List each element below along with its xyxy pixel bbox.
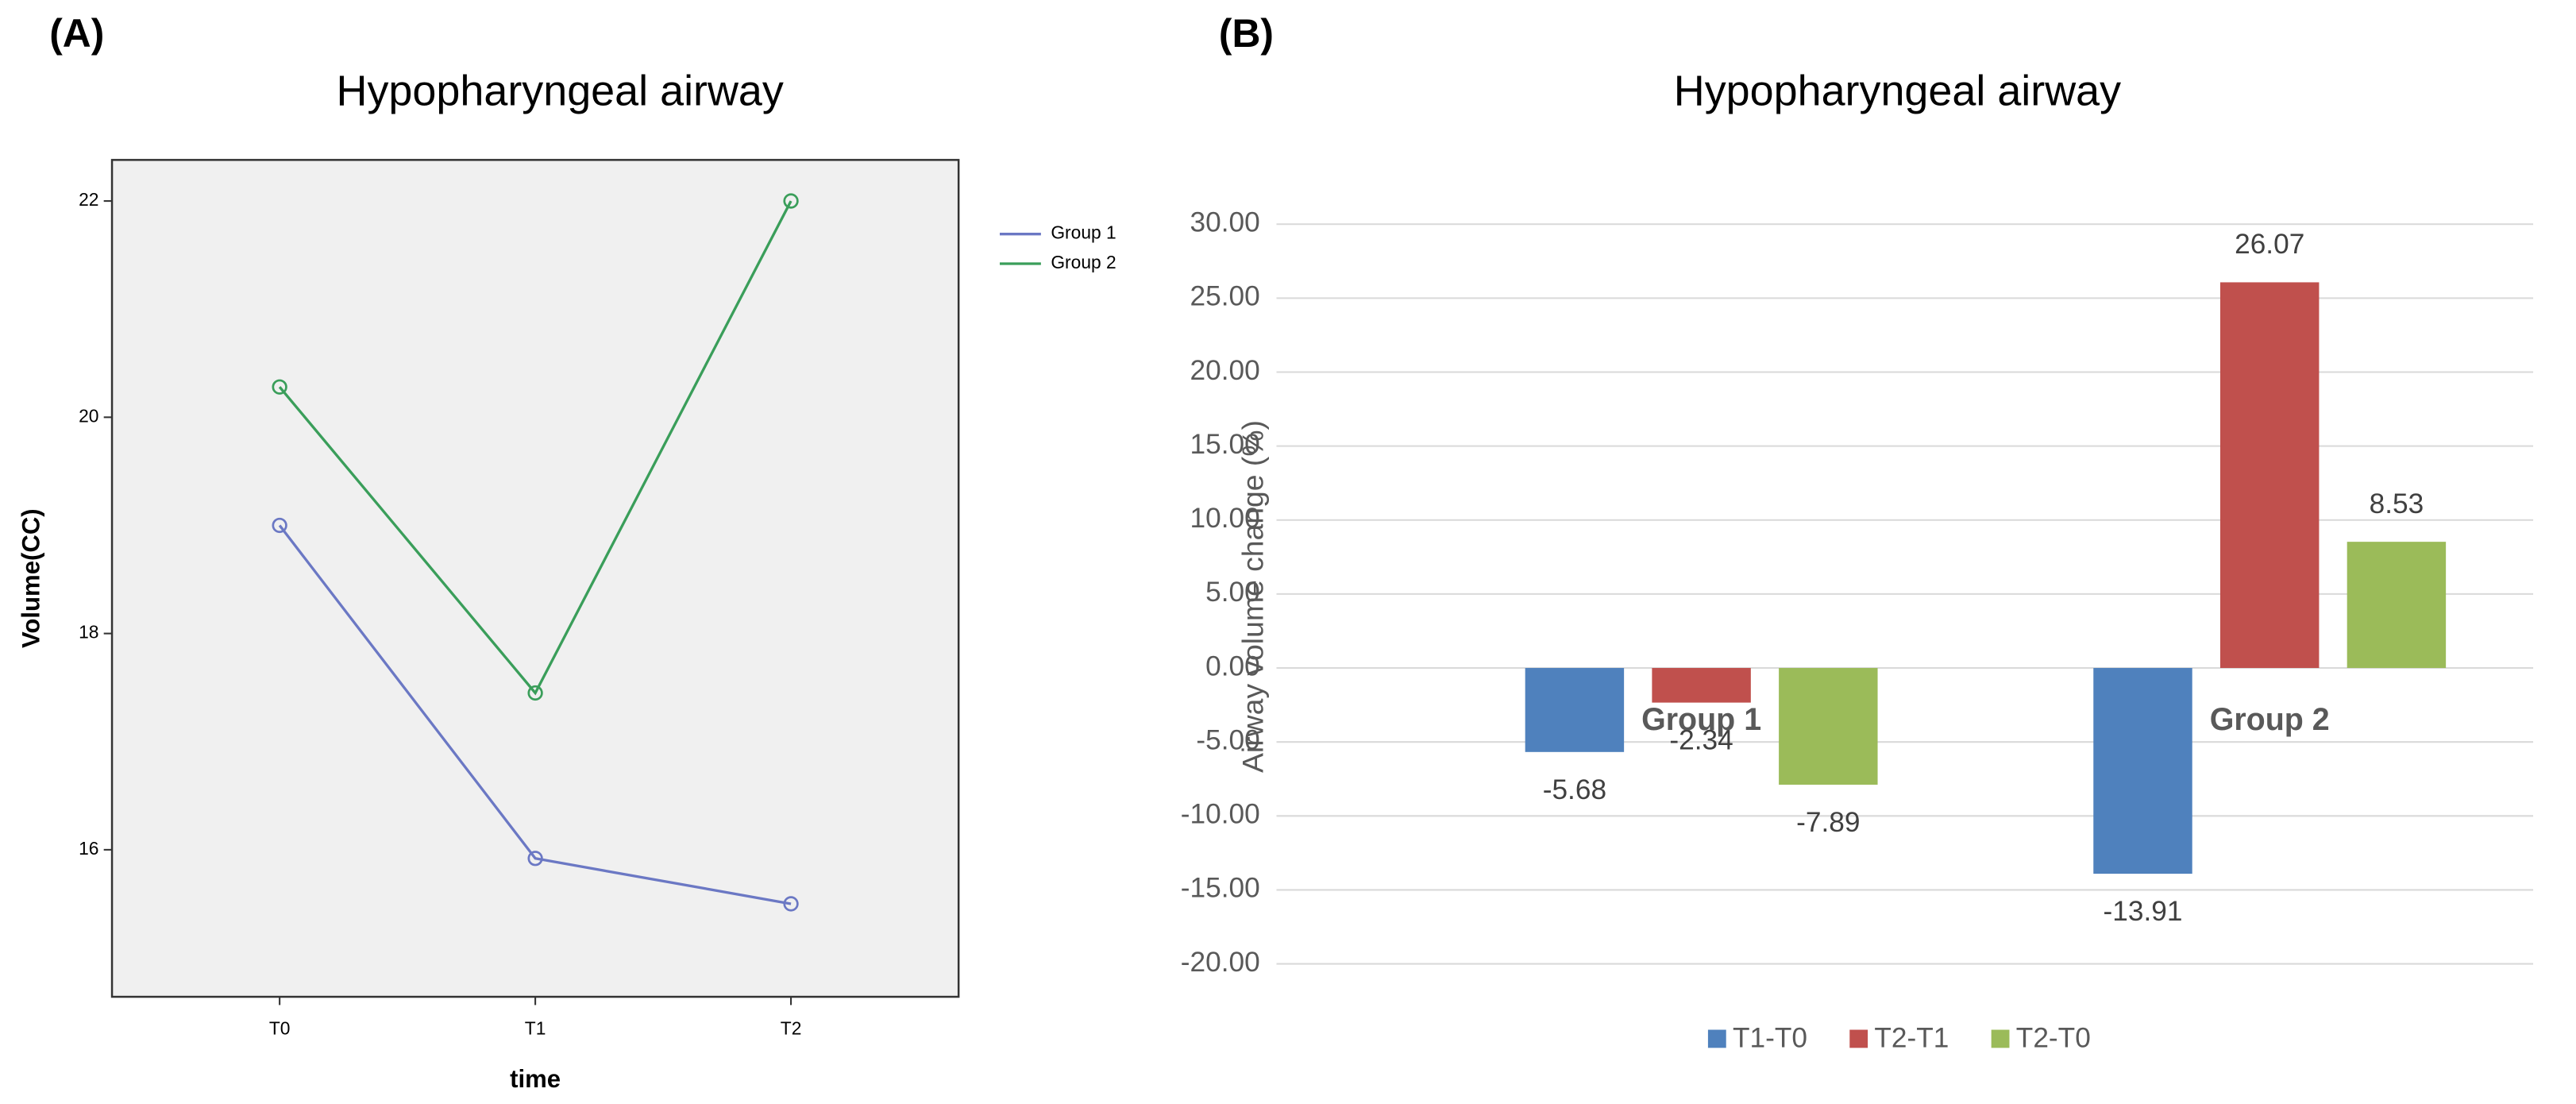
value-label: -5.68 [1543,774,1606,805]
y-tick-label: 16 [79,838,98,859]
chart-title: Hypopharyngeal airway [337,68,784,115]
y-tick-label: 25.00 [1190,281,1260,312]
bar [2347,542,2447,669]
y-tick-label: 0.00 [1205,650,1260,681]
bar [2093,668,2192,874]
x-tick-label: T1 [525,1018,546,1039]
legend-label: T2-T0 [2016,1022,2091,1053]
y-axis-label: Airway volume change (%) [1236,420,1269,773]
y-tick-label: 5.00 [1205,577,1260,608]
bar [1525,668,1625,752]
y-tick-label: -15.00 [1181,873,1260,904]
point [272,379,287,395]
y-tick-label: -20.00 [1181,947,1260,978]
legend-label: Group 1 [1051,222,1116,243]
legend-swatch [1707,1029,1726,1048]
category-label: Group 1 [1641,702,1761,737]
x-axis-label: time [510,1065,561,1093]
x-tick-label: T2 [781,1018,802,1039]
bar [1779,668,1878,785]
y-tick-label: 20 [79,405,98,426]
legend-label: T2-T1 [1874,1022,1949,1053]
y-tick-label: -5.00 [1196,724,1259,755]
panel-label: (A) [49,11,104,56]
y-tick-label: -10.00 [1181,799,1260,830]
value-label: -7.89 [1796,807,1860,838]
point [527,685,543,701]
panel-label: (B) [1219,11,1274,56]
legend-label: Group 2 [1051,252,1116,272]
legend-label: T1-T0 [1733,1022,1807,1053]
point [527,851,543,867]
plot-area [110,159,960,998]
y-tick-label: 15.00 [1190,429,1260,460]
y-axis-label: Volume(CC) [17,508,45,648]
bar [2219,282,2320,669]
value-label: -2.34 [1669,725,1733,756]
legend-swatch [1849,1029,1868,1048]
y-tick-label: 30.00 [1190,207,1260,238]
value-label: 26.07 [2235,229,2304,260]
y-tick-label: 20.00 [1190,355,1260,386]
series-line [278,200,792,696]
bar [1652,668,1751,703]
y-tick-label: 10.00 [1190,503,1260,534]
series-line [278,524,792,905]
legend-swatch [1991,1029,2010,1048]
point [272,517,287,534]
point [783,896,799,912]
point [783,193,799,209]
value-label: 8.53 [2370,488,2424,519]
y-tick-label: 22 [79,189,98,210]
chart-title: Hypopharyngeal airway [1674,68,2121,115]
value-label: -13.91 [2104,896,2183,927]
x-tick-label: T0 [269,1018,291,1039]
category-label: Group 2 [2210,702,2330,737]
y-tick-label: 18 [79,622,98,643]
